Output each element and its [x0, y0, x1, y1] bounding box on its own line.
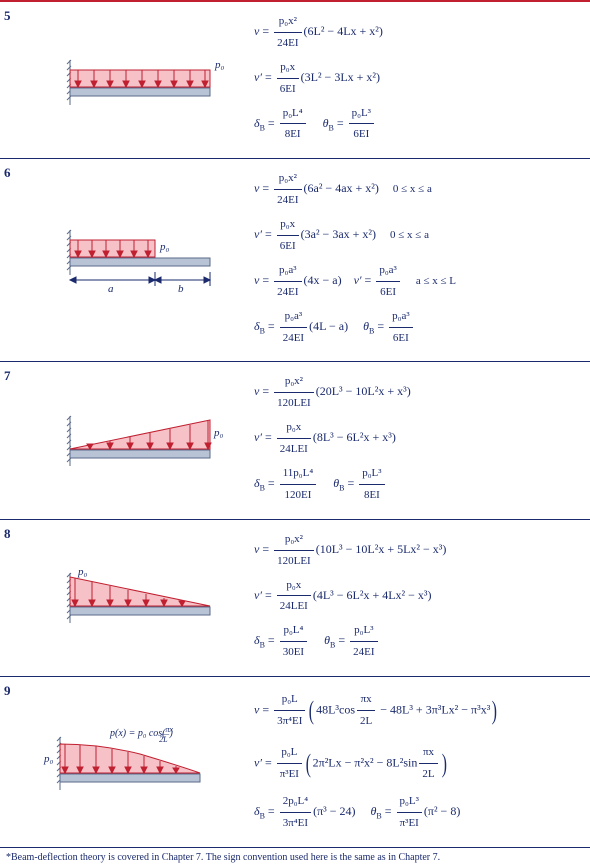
eq-delta-theta: δB = 2p₀L⁴3π⁴EI(π³ − 24) θB = p₀L³π³EI(π…: [254, 791, 586, 834]
dim-a: a: [108, 283, 114, 295]
row-number: 7: [0, 362, 30, 518]
load-label: p₀: [159, 241, 170, 253]
eq-delta-theta: δB = p₀a³24EI(4L − a) θB = p₀a³6EI: [254, 306, 586, 349]
row-number: 9: [0, 677, 30, 847]
equations-cell: v = p₀x²120LEI(20L³ − 10L²x + x³) v′ = p…: [250, 362, 590, 518]
beam-diagram: p₀: [30, 362, 250, 518]
beam-diagram: p₀ a b: [30, 159, 250, 361]
diagram-svg: p₀ a b: [50, 220, 230, 300]
load-label: p₀: [213, 427, 224, 439]
eq-vprime: v′ = p₀x6EI(3L² − 3Lx + x²): [254, 57, 586, 100]
beam-diagram: p₀: [30, 2, 250, 158]
table-row: 9 p₀ p(x) = p₀ cos(πx―2L): [0, 676, 590, 847]
table-row: 8 p₀ v = p₀x²120LEI(10L³ − 10L²x + 5Lx²: [0, 519, 590, 676]
eq-vp1: v′ = p₀x6EI(3a² − 3ax + x²)0 ≤ x ≤ a: [254, 214, 586, 257]
diagram-svg: p₀ p(x) = p₀ cos(πx―2L): [40, 722, 240, 802]
eq-delta-theta: δB = p₀L⁴8EI θB = p₀L³6EI: [254, 103, 586, 146]
load-label: p₀: [43, 753, 54, 765]
load-label: p₀: [214, 59, 225, 71]
eq-vprime: v′ = p₀x24LEI(8L³ − 6L²x + x³): [254, 417, 586, 460]
eq-delta-theta: δB = p₀L⁴30EI θB = p₀L³24EI: [254, 620, 586, 663]
eq-v: v = p₀x²120LEI(20L³ − 10L²x + x³): [254, 371, 586, 414]
eq-v2: v = p₀a³24EI(4x − a) v′ = p₀a³6EIa ≤ x ≤…: [254, 260, 586, 303]
dim-b: b: [178, 283, 184, 295]
footnote: *Beam-deflection theory is covered in Ch…: [0, 847, 590, 867]
eq-vprime: v′ = p₀Lπ³EI(2π²Lx − π²x² − 8L²sinπx2L): [254, 739, 586, 788]
diagram-svg: p₀: [50, 50, 230, 110]
diagram-svg: p₀: [50, 563, 230, 633]
table-row: 7 p₀ v = p₀x²120LEI(20L³ − 10L²x + x³): [0, 361, 590, 518]
equations-cell: v = p₀L3π⁴EI(48L³cosπx2L − 48L³ + 3π³Lx²…: [250, 677, 590, 847]
row-number: 6: [0, 159, 30, 361]
beam-diagram: p₀ p(x) = p₀ cos(πx―2L): [30, 677, 250, 847]
equations-cell: v = p₀x²24EI(6L² − 4Lx + x²) v′ = p₀x6EI…: [250, 2, 590, 158]
eq-vprime: v′ = p₀x24LEI(4L³ − 6L²x + 4Lx² − x³): [254, 575, 586, 618]
equations-cell: v = p₀x²120LEI(10L³ − 10L²x + 5Lx² − x³)…: [250, 520, 590, 676]
eq-v: v = p₀x²120LEI(10L³ − 10L²x + 5Lx² − x³): [254, 529, 586, 572]
eq-delta-theta: δB = 11p₀L⁴120EI θB = p₀L³8EI: [254, 463, 586, 506]
beam-diagram: p₀: [30, 520, 250, 676]
equations-cell: v = p₀x²24EI(6a² − 4ax + x²)0 ≤ x ≤ a v′…: [250, 159, 590, 361]
table-row: 5 p₀ v = p₀x²24EI(6L²: [0, 0, 590, 158]
row-number: 8: [0, 520, 30, 676]
deflection-table: 5 p₀ v = p₀x²24EI(6L²: [0, 0, 590, 867]
load-label: p₀: [77, 566, 88, 578]
diagram-svg: p₀: [50, 406, 230, 476]
eq-v1: v = p₀x²24EI(6a² − 4ax + x²)0 ≤ x ≤ a: [254, 168, 586, 211]
eq-v: v = p₀L3π⁴EI(48L³cosπx2L − 48L³ + 3π³Lx²…: [254, 686, 586, 735]
px-label: p(x) = p₀ cos(πx―2L): [109, 725, 174, 744]
row-number: 5: [0, 2, 30, 158]
eq-v: v = p₀x²24EI(6L² − 4Lx + x²): [254, 11, 586, 54]
table-row: 6 p₀ a: [0, 158, 590, 361]
